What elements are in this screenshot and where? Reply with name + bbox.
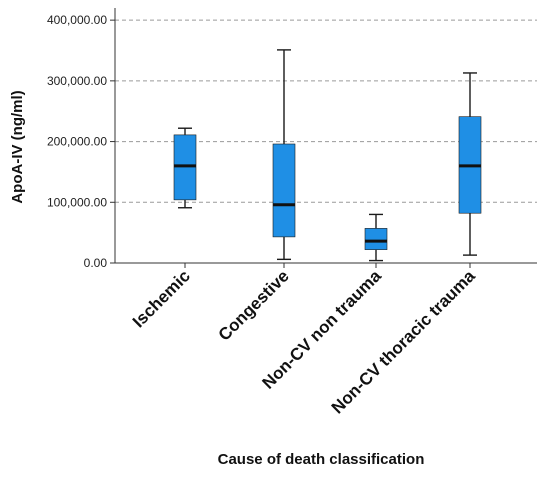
box-non-cv-non-trauma [364,213,388,262]
x-tick-label: Congestive [215,266,293,344]
box-series [173,49,482,262]
box-congestive [272,49,296,261]
iqr-box [173,134,197,201]
y-tick-label: 200,000.00 [47,135,107,149]
iqr-box [364,228,388,250]
y-tick-label: 300,000.00 [47,74,107,88]
y-tick-label: 0.00 [84,256,108,270]
box-ischemic [173,127,197,209]
tick-labels: 0.00 100,000.00 200,000.00 300,000.00 400,00… [47,13,479,417]
axes [110,8,537,268]
y-tick-label: 100,000.00 [47,195,107,209]
box-non-cv-thoracic-trauma [458,72,482,256]
x-tick-label: Ischemic [129,266,194,331]
y-axis-title: ApoA-IV (ng/ml) [9,90,26,203]
iqr-box [272,143,296,238]
x-axis-title: Cause of death classification [218,451,425,468]
y-tick-label: 400,000.00 [47,13,107,27]
